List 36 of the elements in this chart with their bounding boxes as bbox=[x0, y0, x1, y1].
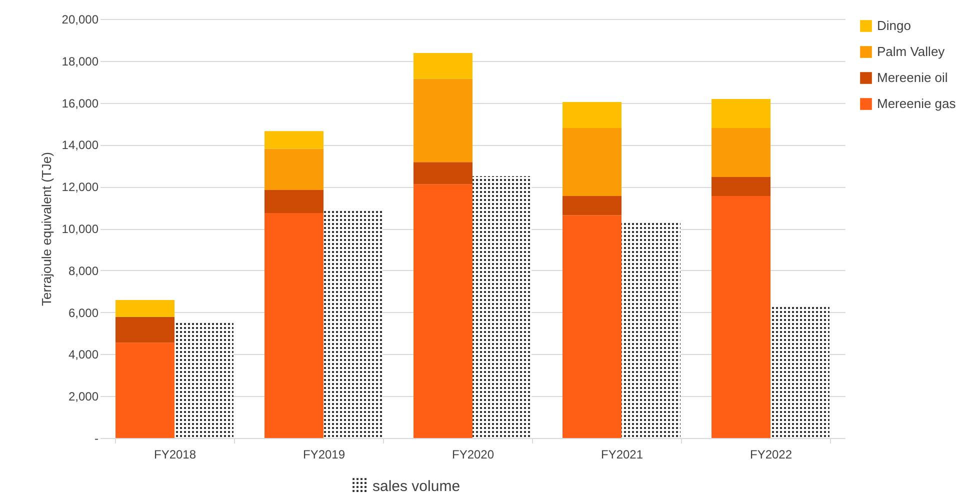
y-tick-label: 20,000 bbox=[62, 12, 99, 26]
bar bbox=[414, 52, 472, 79]
bar bbox=[414, 162, 472, 184]
x-tick-label: FY2022 bbox=[750, 448, 792, 462]
bar bbox=[116, 300, 174, 317]
bar bbox=[264, 131, 324, 149]
bar bbox=[562, 196, 622, 216]
y-tick-label: 16,000 bbox=[62, 96, 99, 110]
y-tick-label: 8,000 bbox=[68, 264, 99, 278]
x-tick-label: FY2020 bbox=[452, 448, 494, 462]
y-tick-label: 6,000 bbox=[68, 306, 99, 320]
bar bbox=[712, 128, 770, 177]
y-tick-label: 4,000 bbox=[68, 348, 99, 362]
y-tick-label: 2,000 bbox=[68, 390, 99, 404]
y-tick-label: - bbox=[94, 432, 98, 446]
y-tick-label: 18,000 bbox=[62, 54, 99, 68]
bar bbox=[562, 128, 622, 196]
legend-label: Mereenie oil bbox=[877, 70, 948, 85]
bar bbox=[264, 190, 324, 213]
legend-label: Palm Valley bbox=[877, 44, 946, 59]
y-axis-title: Terrajoule equivalent (TJe) bbox=[38, 152, 54, 306]
bar bbox=[264, 148, 324, 190]
legend-label: Mereenie gas bbox=[877, 96, 956, 111]
y-tick-label: 12,000 bbox=[62, 180, 99, 194]
legend-label: Dingo bbox=[877, 18, 911, 33]
bar bbox=[712, 99, 770, 128]
x-tick-label: FY2021 bbox=[600, 448, 644, 462]
bar bbox=[712, 176, 770, 196]
legend-label: sales volume bbox=[372, 478, 460, 495]
x-tick-label: FY2019 bbox=[302, 448, 346, 462]
bar bbox=[414, 78, 472, 162]
y-tick-label: 14,000 bbox=[62, 138, 99, 152]
bar bbox=[116, 316, 174, 343]
y-tick-label: 10,000 bbox=[62, 222, 99, 236]
bar bbox=[562, 102, 622, 128]
x-tick-label: FY2018 bbox=[154, 448, 196, 462]
